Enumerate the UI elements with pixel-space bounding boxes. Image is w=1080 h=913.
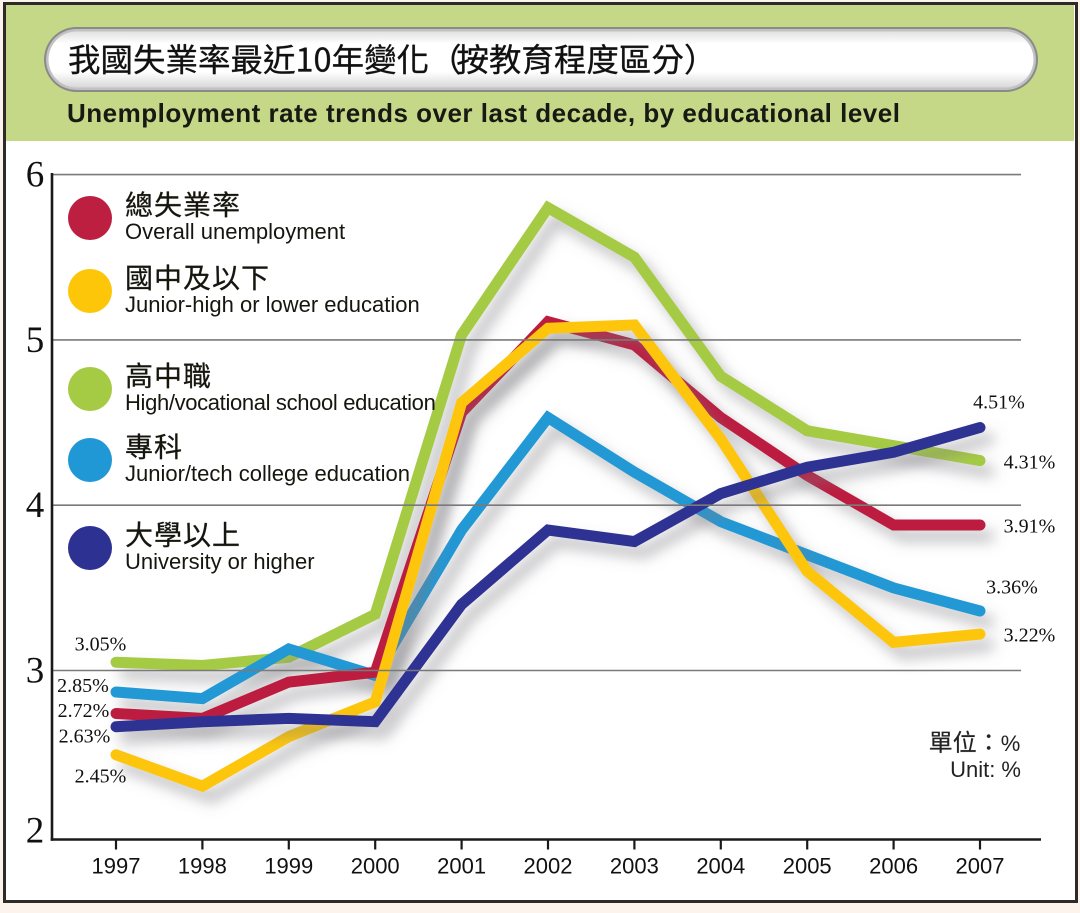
svg-text:2: 2: [26, 811, 45, 852]
svg-text:4.31%: 4.31%: [1004, 452, 1056, 474]
svg-text:2007: 2007: [956, 854, 1005, 879]
svg-text:High/vocational school educati: High/vocational school education: [125, 390, 435, 415]
svg-text:1998: 1998: [178, 854, 227, 879]
svg-text:2000: 2000: [351, 854, 400, 879]
svg-text:3.22%: 3.22%: [1004, 625, 1056, 647]
svg-text:Unit: %: Unit: %: [950, 757, 1021, 782]
svg-text:Unemployment rate trends over: Unemployment rate trends over last decad…: [67, 98, 900, 128]
svg-text:2003: 2003: [610, 854, 659, 879]
svg-text:Overall unemployment: Overall unemployment: [125, 219, 345, 244]
svg-text:3.36%: 3.36%: [986, 577, 1038, 599]
svg-text:4.51%: 4.51%: [973, 392, 1025, 414]
svg-text:2.63%: 2.63%: [59, 726, 111, 748]
svg-text:%: %: [1001, 731, 1021, 756]
svg-text:3.91%: 3.91%: [1004, 516, 1056, 538]
svg-text:2005: 2005: [783, 854, 832, 879]
svg-text:2.72%: 2.72%: [58, 700, 110, 722]
svg-text:2.45%: 2.45%: [75, 766, 127, 788]
svg-text:2.85%: 2.85%: [57, 675, 109, 697]
svg-text:2006: 2006: [869, 854, 918, 879]
svg-text:University or higher: University or higher: [125, 549, 315, 574]
svg-text:6: 6: [26, 154, 45, 195]
svg-text:Junior/tech college education: Junior/tech college education: [125, 461, 410, 486]
svg-text:3: 3: [26, 651, 45, 692]
svg-text:2001: 2001: [437, 854, 486, 879]
svg-text:Junior-high or lower education: Junior-high or lower education: [125, 292, 420, 317]
svg-text:5: 5: [26, 320, 45, 361]
svg-text:3.05%: 3.05%: [75, 634, 127, 656]
svg-text:2004: 2004: [696, 854, 745, 879]
svg-text:1997: 1997: [92, 854, 141, 879]
svg-text:2002: 2002: [524, 854, 573, 879]
svg-text:4: 4: [26, 485, 45, 526]
svg-text:1999: 1999: [264, 854, 313, 879]
